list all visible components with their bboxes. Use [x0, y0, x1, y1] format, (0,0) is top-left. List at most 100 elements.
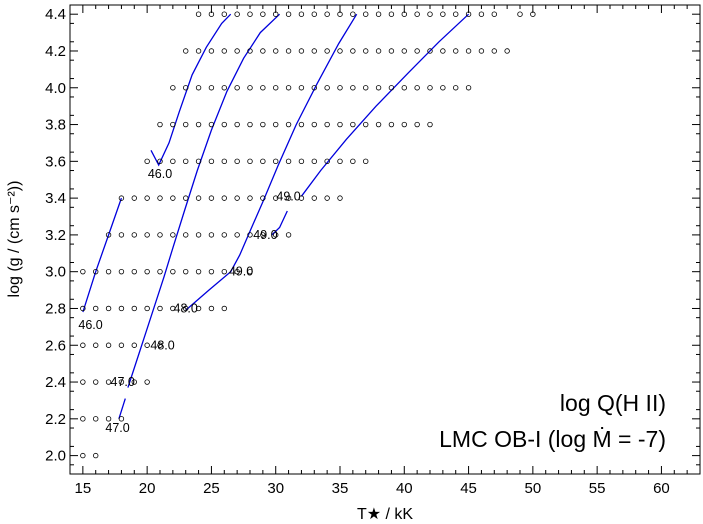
- x-tick-label: 55: [589, 480, 606, 497]
- model-point: [247, 232, 253, 238]
- model-point: [324, 195, 330, 201]
- model-point: [465, 48, 472, 54]
- model-point: [170, 195, 176, 201]
- model-point: [375, 11, 382, 17]
- model-point: [131, 305, 137, 312]
- model-point: [208, 121, 215, 128]
- contour-layer: [82, 13, 470, 419]
- model-point: [144, 305, 150, 312]
- model-point: [298, 48, 305, 54]
- model-point: [324, 85, 330, 91]
- model-point: [144, 158, 150, 165]
- chart-title-line-2: LMC OB-I (log Ṁ = -7): [439, 426, 666, 452]
- contour-line: [271, 210, 288, 236]
- model-point: [93, 379, 99, 385]
- model-point: [517, 11, 523, 17]
- model-point: [195, 11, 202, 17]
- model-point: [208, 268, 215, 275]
- x-tick-label: 20: [139, 480, 156, 497]
- model-point: [118, 379, 125, 385]
- model-point: [285, 11, 292, 17]
- model-point: [183, 268, 189, 275]
- model-point: [221, 305, 227, 312]
- model-point: [183, 232, 189, 238]
- model-point: [491, 48, 497, 54]
- model-point: [350, 85, 356, 91]
- model-point: [118, 268, 125, 275]
- model-point: [375, 48, 382, 54]
- model-point: [183, 158, 189, 165]
- model-point: [337, 158, 343, 165]
- model-point: [80, 379, 86, 385]
- model-point: [427, 85, 433, 91]
- model-point: [195, 195, 202, 201]
- model-point: [285, 158, 292, 165]
- model-point: [388, 85, 395, 91]
- model-point: [221, 195, 227, 201]
- model-point: [453, 48, 459, 54]
- model-point: [234, 268, 240, 275]
- model-point: [170, 121, 176, 128]
- model-point: [311, 11, 317, 17]
- model-point: [427, 121, 433, 128]
- y-tick-label: 2.0: [45, 448, 66, 465]
- model-point: [363, 158, 369, 165]
- model-point: [298, 121, 305, 128]
- model-point: [80, 342, 86, 348]
- model-point: [144, 379, 150, 385]
- contour-label: 49.0: [229, 265, 253, 279]
- model-point: [170, 232, 176, 238]
- model-point: [285, 195, 292, 201]
- model-point: [273, 48, 279, 54]
- model-point: [195, 232, 202, 238]
- model-point: [285, 121, 292, 128]
- model-point: [401, 48, 407, 54]
- contour-label: 46.0: [148, 167, 172, 181]
- model-point: [105, 268, 112, 275]
- model-point: [414, 11, 420, 17]
- model-point: [388, 11, 395, 17]
- model-point: [440, 11, 446, 17]
- contour-label: 47.0: [105, 421, 129, 435]
- model-point: [221, 268, 227, 275]
- model-point: [363, 121, 369, 128]
- model-point: [324, 121, 330, 128]
- model-point: [234, 232, 240, 238]
- y-axis-label: log (g / (cm s⁻²)): [6, 181, 23, 298]
- model-point: [260, 48, 266, 54]
- y-tick-label: 3.6: [45, 153, 66, 170]
- model-point: [414, 48, 420, 54]
- model-point: [350, 158, 356, 165]
- x-tick-label: 15: [75, 480, 92, 497]
- y-tick-label: 2.4: [45, 374, 66, 391]
- model-point: [453, 11, 459, 17]
- x-tick-label: 30: [267, 480, 284, 497]
- model-point: [105, 305, 112, 312]
- model-point: [157, 232, 163, 238]
- model-point: [247, 195, 253, 201]
- model-point: [183, 48, 189, 54]
- model-point: [195, 268, 202, 275]
- model-grid-points: [80, 11, 536, 459]
- y-tick-label: 3.4: [45, 190, 66, 207]
- model-point: [234, 195, 240, 201]
- contour-label: 48.0: [174, 301, 198, 315]
- contour-line: [82, 197, 123, 313]
- model-point: [247, 48, 253, 54]
- model-point: [195, 85, 202, 91]
- contour-line: [127, 13, 281, 388]
- model-point: [414, 85, 420, 91]
- y-tick-label: 2.2: [45, 411, 66, 428]
- model-point: [414, 121, 420, 128]
- model-point: [157, 195, 163, 201]
- contour-label: 49.0: [253, 228, 277, 242]
- model-point: [208, 305, 215, 312]
- model-point: [105, 232, 112, 238]
- model-point: [170, 158, 176, 165]
- model-point: [427, 11, 433, 17]
- contour-line: [150, 13, 232, 167]
- model-point: [157, 121, 163, 128]
- model-point: [195, 158, 202, 165]
- model-point: [208, 158, 215, 165]
